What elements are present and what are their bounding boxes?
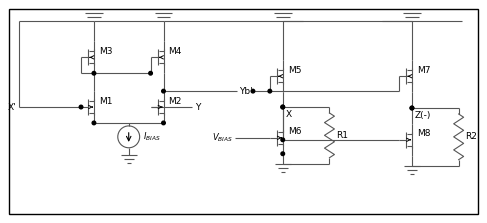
- Text: $V_{BIAS}$: $V_{BIAS}$: [212, 132, 233, 144]
- Text: M6: M6: [288, 127, 301, 136]
- Text: Z(-): Z(-): [415, 112, 431, 120]
- Text: M8: M8: [417, 129, 431, 138]
- Text: M4: M4: [169, 47, 182, 56]
- Text: R2: R2: [466, 132, 477, 141]
- Circle shape: [162, 89, 165, 93]
- Circle shape: [410, 106, 414, 110]
- Circle shape: [92, 121, 96, 125]
- Text: M2: M2: [169, 97, 182, 105]
- Text: M7: M7: [417, 66, 431, 75]
- Circle shape: [149, 71, 152, 75]
- Circle shape: [268, 89, 272, 93]
- Text: M1: M1: [99, 97, 112, 105]
- Circle shape: [92, 71, 96, 75]
- Text: M3: M3: [99, 47, 112, 56]
- Text: R1: R1: [337, 131, 348, 140]
- Circle shape: [281, 105, 284, 109]
- Circle shape: [251, 89, 255, 93]
- Circle shape: [281, 152, 284, 155]
- Circle shape: [162, 121, 165, 125]
- Text: M5: M5: [288, 66, 301, 75]
- Circle shape: [410, 106, 414, 110]
- Circle shape: [281, 105, 284, 109]
- Text: Y: Y: [195, 103, 201, 112]
- Circle shape: [281, 138, 284, 142]
- Text: X': X': [8, 103, 17, 112]
- Circle shape: [79, 105, 83, 109]
- Text: $I_{BIAS}$: $I_{BIAS}$: [143, 131, 160, 143]
- Text: Yb': Yb': [239, 87, 253, 96]
- Text: X: X: [286, 110, 292, 120]
